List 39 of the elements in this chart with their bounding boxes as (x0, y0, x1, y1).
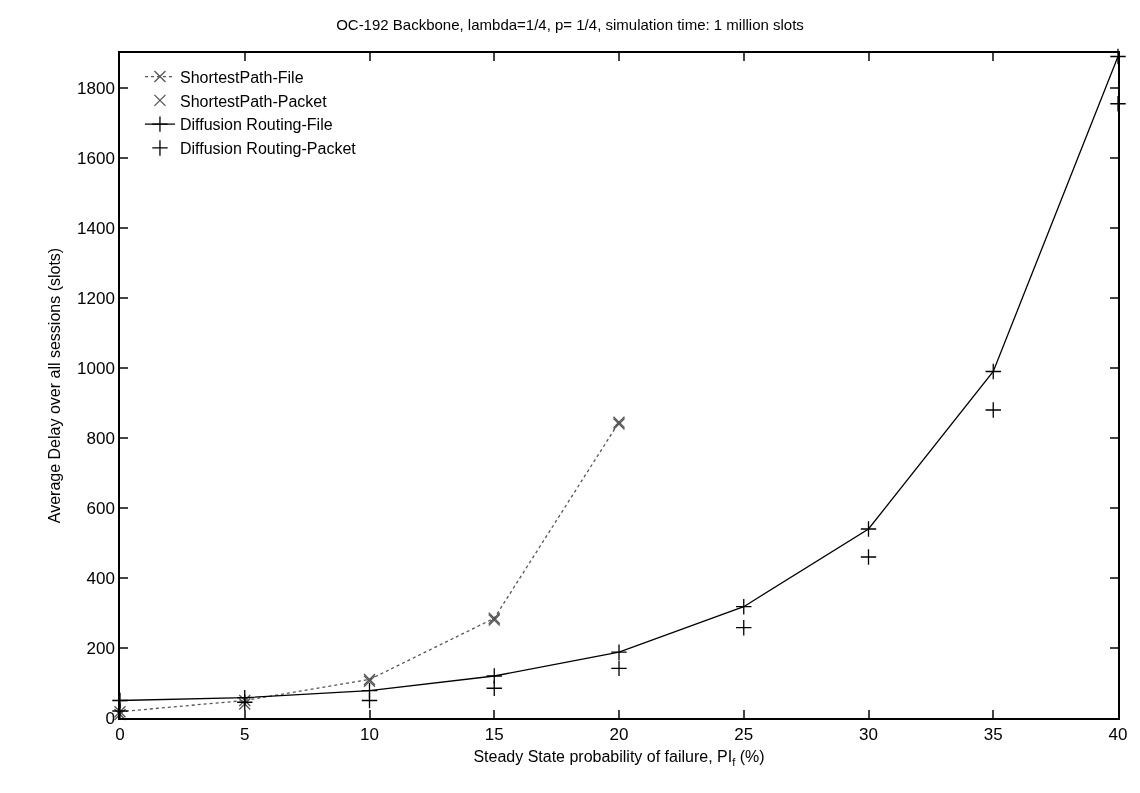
point (610, 643, 628, 661)
y-tick-label: 1000 (77, 358, 115, 378)
x-tick-label: 30 (859, 725, 878, 745)
y-tick-label: 600 (86, 498, 115, 518)
point (361, 692, 378, 709)
point (238, 697, 251, 711)
x-tick-label: 20 (609, 725, 629, 745)
point (984, 401, 1002, 419)
point (735, 619, 753, 637)
x-tick-label: 5 (240, 725, 250, 745)
y-axis-title: Average Delay over all sessions (slots) (46, 247, 64, 524)
point (236, 693, 254, 711)
point (860, 520, 877, 538)
legend-label: ShortestPath-File (179, 68, 304, 86)
x-tick-label: 35 (983, 725, 1003, 745)
x-axis-title: Steady State probability of failure, PI$_{f}$ (%) (473, 748, 765, 768)
y-tick-label: 800 (86, 428, 115, 448)
y-tick-label: 0 (105, 708, 115, 728)
x-tick-label: 25 (734, 725, 754, 745)
y-tick-label: 1800 (77, 78, 115, 98)
legend-label: ShortestPath-Packet (179, 92, 328, 110)
point (610, 659, 628, 677)
y-tick-label: 1400 (77, 218, 115, 238)
point (984, 363, 1002, 380)
y-tick-label: 1600 (77, 148, 115, 168)
legend-label: Diffusion Routing-Packet (179, 140, 357, 158)
x-tick-label: 10 (360, 725, 379, 745)
y-tick-label: 400 (86, 568, 115, 588)
legend-label: Diffusion Routing-File (179, 116, 333, 134)
point (860, 548, 877, 566)
x-tick-label: 40 (1108, 725, 1128, 745)
y-tick-label: 200 (86, 638, 115, 658)
point (485, 679, 503, 697)
y-tick-label: 1200 (77, 288, 115, 308)
chart-title: OC-192 Backbone, lambda=1/4, p= 1/4, simulation time: 1 million slots (336, 16, 804, 34)
point (1109, 48, 1127, 65)
point (735, 598, 753, 616)
x-tick-label: 15 (484, 725, 504, 745)
point (238, 694, 251, 707)
